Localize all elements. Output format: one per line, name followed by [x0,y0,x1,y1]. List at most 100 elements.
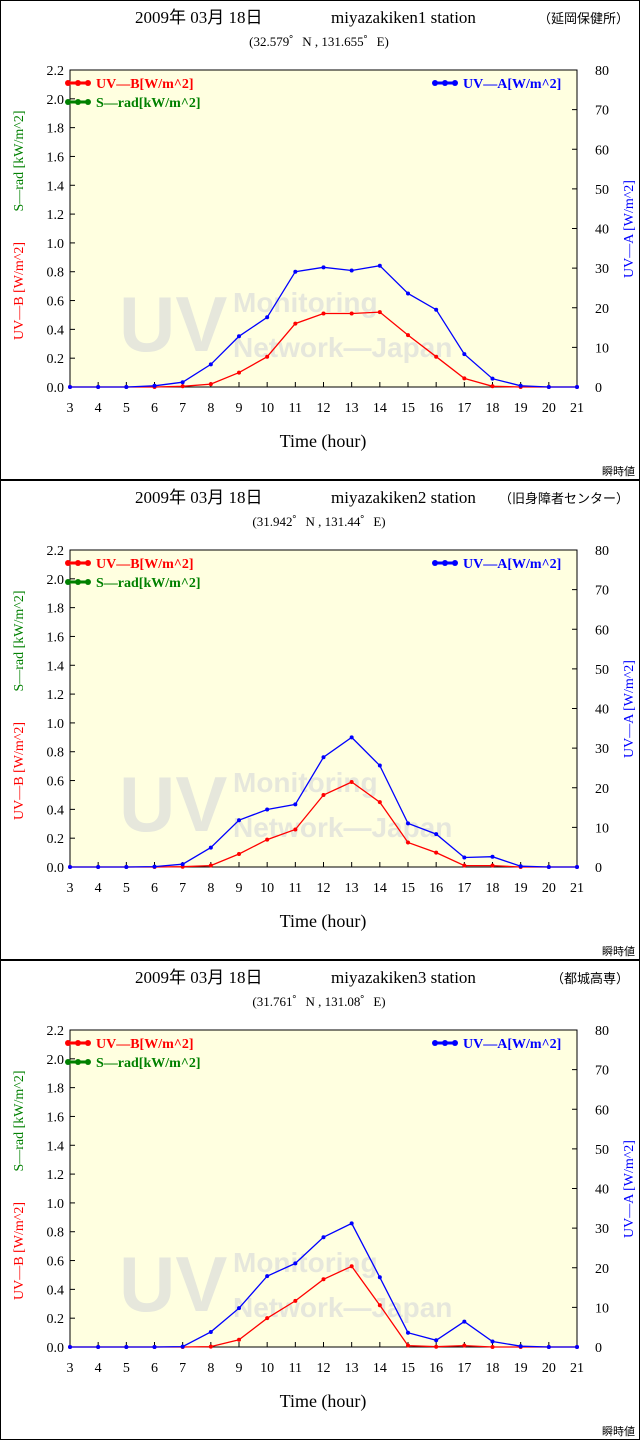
series-uva-point [462,1319,467,1324]
x-tick-label: 14 [373,881,387,896]
legend-srad-dot [85,1059,91,1065]
series-uvb-point [265,1316,270,1321]
x-tick-label: 9 [236,1361,243,1376]
left-tick-label: 2.0 [47,93,65,108]
x-tick-label: 10 [260,881,274,896]
x-tick-label: 12 [317,1361,331,1376]
x-tick-label: 5 [123,401,130,416]
right-tick-label: 60 [595,1103,609,1118]
left-tick-label: 1.4 [47,179,65,194]
series-uva-point [124,1345,129,1349]
series-uvb-point [208,863,213,868]
right-tick-label: 20 [595,782,609,797]
left-tick-label: 1.4 [47,1139,65,1154]
legend-uva-label: UV—A[W/m^2] [463,1037,561,1052]
x-tick-label: 16 [429,1361,443,1376]
right-tick-label: 80 [595,64,609,79]
series-uva-point [546,865,551,869]
series-uvb-point [265,837,270,842]
legend-uva-label: UV—A[W/m^2] [463,557,561,572]
series-uva-point [518,383,523,388]
legend-uva-dot [442,80,448,86]
chart-station: miyazakiken1 station [331,8,476,27]
x-tick-label: 19 [514,401,528,416]
series-uvb-point [237,370,241,375]
legend-uvb-dot [65,80,71,86]
x-tick-label: 18 [486,1361,500,1376]
series-uvb-point [321,311,326,316]
right-tick-label: 70 [595,584,609,599]
series-uva-point [152,864,157,869]
x-tick-label: 21 [570,881,584,896]
x-tick-label: 13 [345,881,359,896]
series-uvb-point [462,376,467,381]
y-axis-label-uvb: UV—B [W/m^2] [12,1202,27,1300]
x-tick-label: 8 [207,1361,214,1376]
left-tick-label: 0.4 [47,323,65,338]
x-tick-label: 6 [151,401,158,416]
series-uva-point [434,832,439,837]
watermark-uv: UV [119,760,227,848]
series-uva-point [546,1345,551,1349]
legend-uva-dot [452,560,458,566]
footnote: 瞬時値 [602,945,635,958]
legend-uva-dot [432,560,438,566]
left-tick-label: 1.2 [47,688,65,703]
x-tick-label: 21 [570,401,584,416]
series-uva-point [377,1275,382,1280]
x-tick-label: 20 [542,1361,556,1376]
right-tick-label: 80 [595,544,609,559]
legend-srad-label: S—rad[kW/m^2] [96,1056,201,1071]
chart-station-jp: （延岡保健所） [538,11,629,26]
series-uva-point [462,855,467,860]
right-tick-label: 30 [595,1222,609,1237]
series-uva-point [349,735,354,740]
left-tick-label: 1.0 [47,1197,65,1212]
right-tick-label: 50 [595,663,609,678]
left-tick-label: 2.2 [47,64,65,79]
legend-uvb-dot [65,560,71,566]
x-tick-label: 14 [373,401,387,416]
series-uvb-point [293,321,298,326]
right-tick-label: 20 [595,302,609,317]
series-uva-point [96,865,101,869]
legend-uva-dot [452,80,458,86]
x-axis-label: Time (hour) [280,431,367,452]
chart-panel-station-2: 2009年 03月 18日 miyazakiken2 station （旧身障者セン… [0,480,640,960]
x-tick-label: 6 [151,881,158,896]
x-tick-label: 7 [179,881,186,896]
series-uva-point [208,845,213,850]
x-tick-label: 11 [289,401,302,416]
legend-uva-dot [442,1040,448,1046]
series-uvb-point [377,800,382,805]
legend-srad-label: S—rad[kW/m^2] [96,96,201,111]
x-tick-label: 17 [457,1361,471,1376]
series-uva-point [490,376,495,381]
x-tick-label: 7 [179,1361,186,1376]
series-uva-point [265,1274,270,1279]
y-axis-label-uva: UV—A [W/m^2] [622,180,637,278]
x-tick-label: 12 [317,401,331,416]
plot-area [69,69,578,388]
x-tick-label: 9 [236,401,243,416]
watermark-line1: Monitoring [233,1247,378,1278]
left-tick-label: 0.4 [47,803,65,818]
legend-uvb-dot [75,1040,81,1046]
legend-uva-dot [432,80,438,86]
legend-srad-label: S—rad[kW/m^2] [96,576,201,591]
watermark-uv: UV [119,280,227,368]
series-uva-point [546,385,551,389]
y-axis-label-uva: UV—A [W/m^2] [622,1140,637,1238]
legend-srad-dot [75,1059,81,1065]
left-tick-label: 1.4 [47,659,65,674]
right-tick-label: 40 [595,1183,609,1198]
legend-uva-dot [432,1040,438,1046]
left-tick-label: 0.6 [47,775,65,790]
series-uva-point [180,1344,185,1349]
left-tick-label: 0.8 [47,1226,65,1241]
series-uva-point [575,385,579,389]
series-uva-point [68,865,72,869]
left-tick-label: 2.2 [47,1024,65,1039]
series-uva-point [321,755,326,760]
series-uva-point [377,763,382,768]
